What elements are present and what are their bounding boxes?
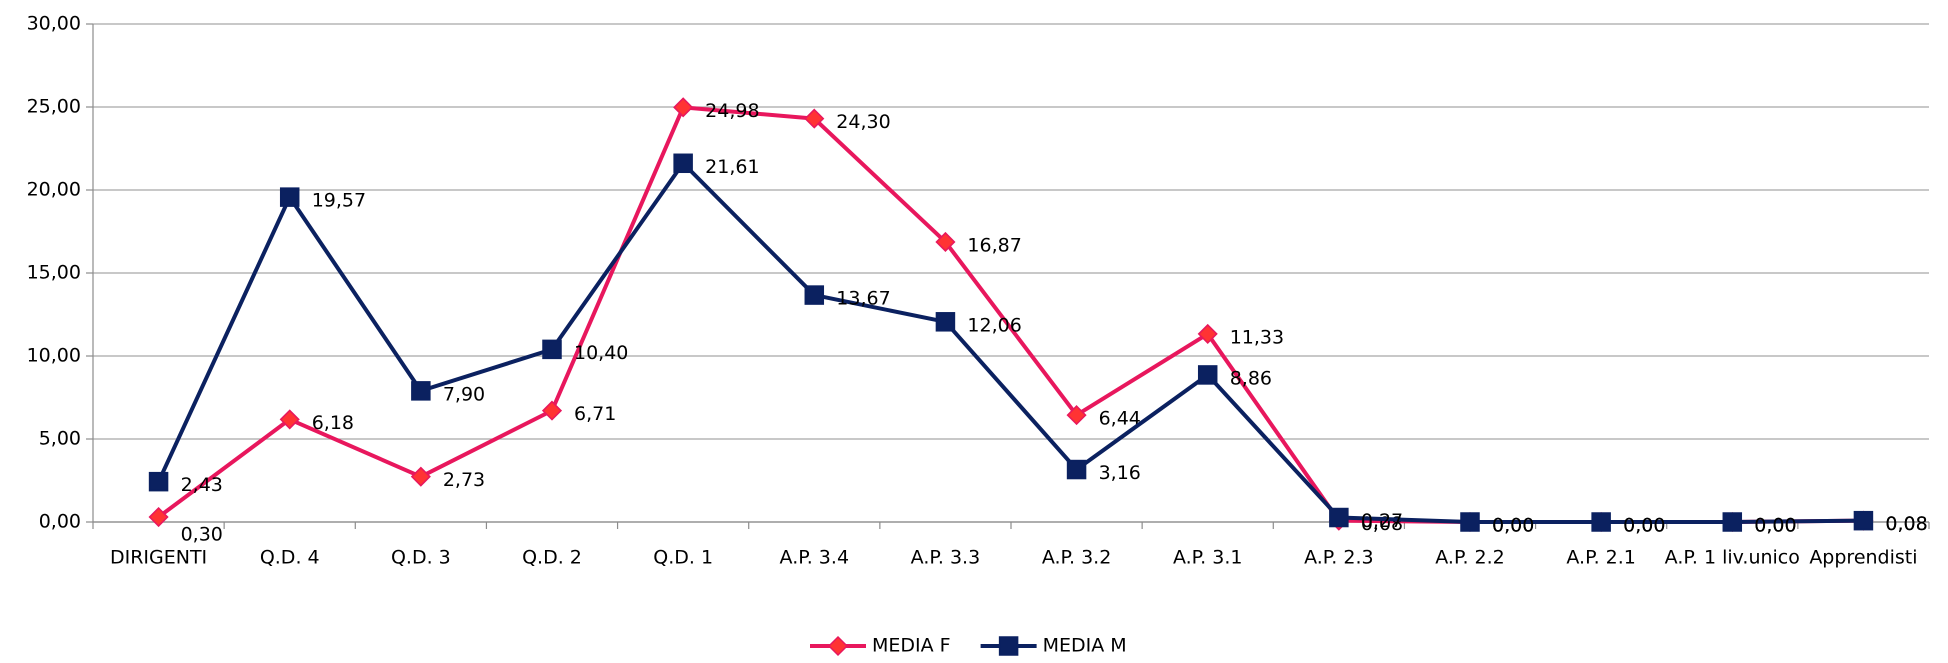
x-tick-label: A.P. 3.4	[780, 547, 850, 569]
data-label: 19,57	[312, 190, 366, 212]
data-label: 13,67	[836, 288, 890, 310]
data-point	[1066, 405, 1087, 426]
data-point	[1197, 365, 1218, 385]
data-point	[279, 409, 300, 430]
data-point	[542, 339, 562, 360]
x-tick-label: A.P. 2.3	[1304, 547, 1374, 569]
x-tick-label: Q.D. 3	[391, 547, 451, 569]
data-label: 11,33	[1230, 326, 1284, 348]
data-point	[935, 312, 956, 332]
x-tick-label: Q.D. 4	[260, 547, 320, 569]
y-tick-label: 15,00	[27, 262, 81, 284]
data-point	[148, 471, 169, 492]
y-tick-label: 5,00	[39, 428, 81, 450]
data-point	[1197, 323, 1218, 344]
legend-marker	[998, 636, 1019, 656]
x-tick-label: A.P. 3.3	[911, 547, 981, 569]
y-tick-label: 25,00	[27, 96, 81, 118]
data-point	[673, 153, 693, 174]
x-tick-label: Apprendisti	[1809, 547, 1917, 569]
x-tick-label: A.P. 2.1	[1566, 547, 1636, 569]
data-point	[279, 187, 300, 207]
x-tick-label: DIRIGENTI	[110, 547, 207, 569]
data-label: 16,87	[967, 234, 1021, 256]
data-label: 0,00	[1492, 515, 1534, 537]
y-tick-label: 0,00	[39, 511, 81, 533]
data-point	[804, 285, 825, 305]
data-point	[1460, 512, 1480, 532]
data-point	[1722, 512, 1743, 532]
data-label: 6,18	[312, 412, 354, 434]
y-tick-label: 20,00	[27, 179, 81, 201]
legend-label: MEDIA F	[872, 635, 951, 657]
data-point	[1066, 459, 1087, 480]
data-point	[1329, 507, 1349, 528]
x-tick-label: Q.D. 1	[653, 547, 713, 569]
series-line	[156, 161, 1864, 524]
x-tick-label: Q.D. 2	[522, 547, 582, 569]
data-point	[1591, 512, 1611, 532]
data-label: 3,16	[1099, 462, 1141, 484]
x-tick-label: A.P. 3.2	[1042, 547, 1112, 569]
data-label: 0,27	[1361, 510, 1403, 532]
data-label: 2,73	[443, 469, 485, 491]
data-point	[541, 400, 563, 421]
data-point	[410, 466, 431, 487]
data-label: 0,00	[1623, 515, 1665, 537]
data-point	[673, 97, 694, 118]
data-label: 6,71	[574, 403, 616, 425]
data-label: 12,06	[967, 314, 1021, 336]
data-label: 0,30	[181, 524, 223, 546]
legend-label: MEDIA M	[1043, 635, 1127, 657]
data-label: 24,98	[705, 100, 759, 122]
data-label: 10,40	[574, 342, 628, 364]
data-point	[411, 381, 431, 401]
x-tick-label: A.P. 2.2	[1435, 547, 1505, 569]
data-label: 0,08	[1885, 513, 1927, 535]
legend-marker	[827, 635, 849, 657]
data-label: 8,86	[1230, 367, 1272, 389]
y-tick-label: 10,00	[27, 345, 81, 367]
data-label: 0,00	[1754, 515, 1796, 537]
data-point	[1853, 510, 1874, 531]
x-tick-label: A.P. 1 liv.unico	[1665, 547, 1800, 569]
data-label: 6,44	[1099, 408, 1141, 430]
data-label: 24,30	[836, 111, 890, 133]
data-label: 2,43	[181, 474, 223, 496]
y-tick-label: 30,00	[27, 13, 81, 35]
data-point	[148, 506, 169, 528]
data-label: 0,08	[1885, 513, 1927, 535]
x-tick-label: A.P. 3.1	[1173, 547, 1243, 569]
data-point	[804, 108, 825, 129]
data-label: 7,90	[443, 383, 485, 405]
data-label: 21,61	[705, 156, 759, 178]
data-point	[935, 231, 956, 253]
